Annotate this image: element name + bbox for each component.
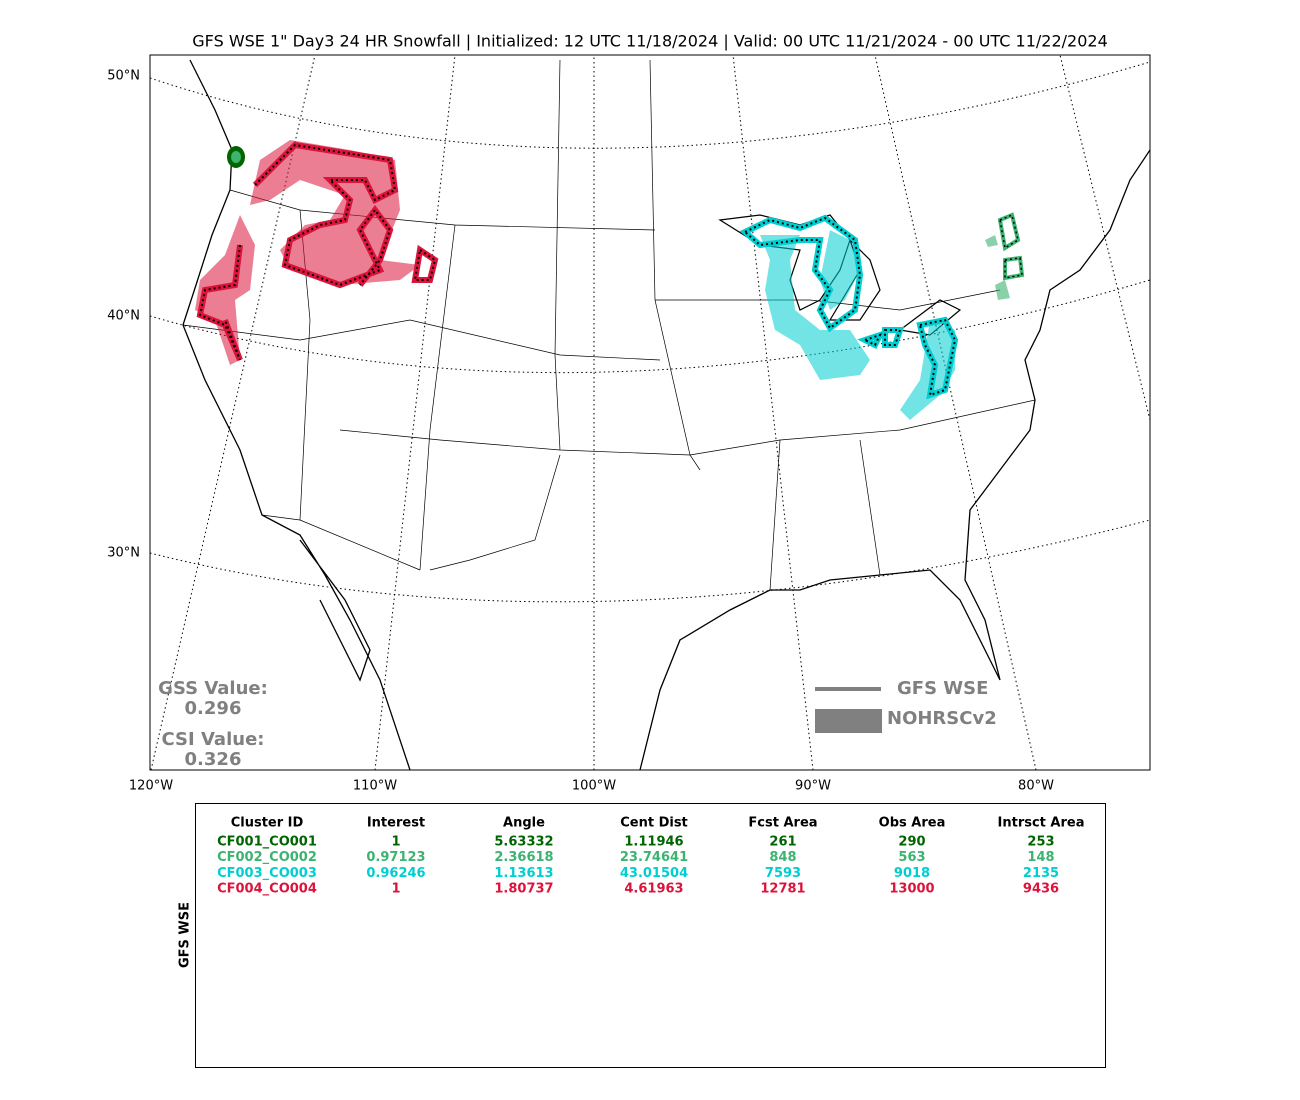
table-cell: 23.74641: [620, 850, 688, 865]
legend-swatch: [815, 709, 882, 733]
table-header: Cluster ID: [231, 816, 304, 831]
table-cell: 1.80737: [494, 882, 553, 897]
table-cell: CF004_CO004: [217, 882, 317, 897]
table-frame: [195, 803, 1106, 1068]
table-cell: 9018: [894, 866, 930, 881]
table-cell: 1: [391, 882, 400, 897]
table-cell: CF001_CO001: [217, 835, 317, 850]
stat-value: 0.296: [185, 698, 242, 719]
table-cell: 7593: [765, 866, 801, 881]
meridian: [150, 55, 316, 770]
lon-label: 90°W: [795, 779, 831, 794]
lat-label: 40°N: [107, 309, 140, 324]
table-cell: 12781: [760, 882, 805, 897]
table-cell: 148: [1027, 850, 1054, 865]
table-cell: 1: [391, 835, 400, 850]
table-cell: 4.61963: [624, 882, 683, 897]
meridian: [732, 55, 814, 770]
table-cell: 0.96246: [366, 866, 425, 881]
lon-label: 110°W: [353, 779, 397, 794]
stat-value: 0.326: [185, 749, 242, 770]
table-header: Angle: [503, 816, 545, 831]
lat-label: 30°N: [107, 546, 140, 561]
legend-label: NOHRSCv2: [887, 708, 997, 729]
stat-label: GSS Value:: [158, 678, 268, 699]
stat-label: CSI Value:: [162, 729, 265, 750]
table-cell: 253: [1027, 835, 1054, 850]
stats-table: GFS WSE Cluster ID Interest Angle Cent Dist…: [178, 803, 1106, 1068]
table-cell: 848: [769, 850, 796, 865]
table-cell: 43.01504: [620, 866, 688, 881]
table-cell: 13000: [889, 882, 934, 897]
table-cell: 2135: [1023, 866, 1059, 881]
lon-label: 100°W: [572, 779, 616, 794]
fcst-dots: [999, 213, 1023, 279]
parallel: [150, 519, 1150, 603]
map: 50°N 40°N 30°N 120°W 110°W 100°W 90°W 80°W GSS V…: [107, 54, 1151, 794]
side-label: GFS WSE: [178, 902, 193, 968]
table-header: Intrsct Area: [998, 816, 1085, 831]
legend-label: GFS WSE: [897, 678, 988, 699]
meridian: [374, 55, 456, 770]
parallel: [150, 279, 1150, 374]
table-cell: 1.13613: [494, 866, 553, 881]
fcst-dots: [198, 143, 437, 361]
lon-label: 120°W: [129, 779, 173, 794]
obs-area: [195, 140, 420, 365]
obs-area: [985, 235, 1010, 300]
title: GFS WSE 1" Day3 24 HR Snowfall | Initial…: [192, 32, 1108, 51]
table-cell: 563: [898, 850, 925, 865]
table-cell: 2.36618: [494, 850, 553, 865]
obs-area: [231, 151, 241, 163]
map-labels: 50°N 40°N 30°N 120°W 110°W 100°W 90°W 80°W GSS V…: [107, 69, 1054, 794]
fcst-dots: [743, 216, 957, 397]
table-cell: 290: [898, 835, 925, 850]
table-cell: CF002_CO002: [217, 850, 317, 865]
table-header: Cent Dist: [620, 816, 688, 831]
table-body: Cluster ID Interest Angle Cent Dist Fcst Are…: [217, 816, 1084, 897]
table-header: Obs Area: [879, 816, 946, 831]
meridian: [874, 55, 1037, 770]
table-header: Fcst Area: [748, 816, 817, 831]
table-cell: CF003_CO003: [217, 866, 317, 881]
table-cell: 5.63332: [494, 835, 553, 850]
table-cell: 0.97123: [366, 850, 425, 865]
table-cell: 261: [769, 835, 796, 850]
table-header: Interest: [367, 816, 425, 831]
lon-label: 80°W: [1018, 779, 1054, 794]
table-cell: 9436: [1023, 882, 1059, 897]
table-cell: 1.11946: [624, 835, 683, 850]
lat-label: 50°N: [107, 69, 140, 84]
map-body: [150, 55, 1150, 770]
